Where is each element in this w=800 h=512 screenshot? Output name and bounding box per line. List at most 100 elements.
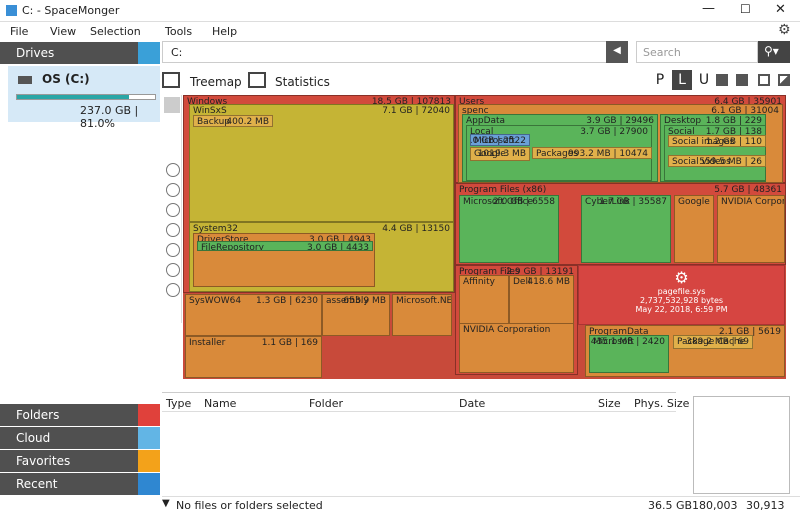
sidebar-section[interactable]: Favorites	[0, 450, 160, 472]
column-header[interactable]: Date	[459, 397, 486, 410]
block-name: Microsoft.NET	[396, 296, 452, 306]
treemap-block[interactable]: FileRepository 3.0 GB | 4433	[197, 241, 373, 251]
treemap-block[interactable]: assembly 653.9 MB	[322, 294, 390, 336]
view-icon[interactable]	[758, 74, 770, 86]
drives-label: Drives	[16, 46, 55, 60]
block-name: Affinity	[463, 277, 495, 287]
treemap-block[interactable]: Microsoft 1.0 GB | 2522	[470, 134, 530, 146]
treemap-block[interactable]: Google 1019.3 MB	[470, 147, 530, 161]
expand-icon[interactable]: ▼	[162, 498, 170, 509]
view-mode[interactable]: L	[672, 70, 692, 90]
statistics-tab[interactable]: Statistics	[275, 75, 330, 89]
block-size: 7.1 GB | 72040	[382, 106, 450, 116]
column-header[interactable]: Name	[204, 397, 237, 410]
view-mode[interactable]: P	[655, 72, 665, 88]
block-name: Program Files	[459, 267, 520, 277]
section-label: Cloud	[16, 431, 51, 445]
treemap-block[interactable]: CyberLink 1.7 GB | 35587	[581, 195, 671, 263]
block-size: 1.0 GB | 2522	[470, 136, 526, 146]
view-icon[interactable]	[736, 74, 748, 86]
menu-item[interactable]: View	[50, 25, 77, 38]
treemap-block[interactable]: NVIDIA Corporation	[459, 323, 574, 373]
sidebar-section[interactable]: Cloud	[0, 427, 160, 449]
treemap-block[interactable]: Microsoft Office 2.0 GB | 6558	[459, 195, 559, 263]
block-name: Package Cache	[677, 337, 746, 347]
block-size: 6.4 GB | 35901	[714, 97, 782, 107]
block-name: Local	[470, 127, 494, 137]
block-name: assembly	[326, 296, 369, 306]
status-message: No files or folders selected	[176, 499, 323, 512]
block-name: SysWOW64	[189, 296, 242, 306]
column-header[interactable]: Type	[166, 397, 192, 410]
column-header[interactable]: Phys. Size	[634, 397, 690, 410]
close[interactable]: ✕	[775, 2, 786, 17]
treemap-block[interactable]: Social images 1.2 GB | 110	[668, 135, 766, 147]
search-button[interactable]: ⚲▾	[758, 41, 790, 63]
back-button[interactable]: ◀	[606, 41, 628, 63]
treemap-block[interactable]: Google	[674, 195, 714, 263]
view-icon[interactable]	[716, 74, 728, 86]
minimize[interactable]: —	[702, 1, 715, 16]
treemap-block[interactable]: Backup 400.2 MB	[193, 115, 273, 127]
block-name: AppData	[466, 116, 506, 126]
drive-item[interactable]: OS (C:) 237.0 GB | 81.0%	[8, 66, 160, 130]
treemap-block[interactable]: Microsoft 435.1 MB | 2420	[589, 335, 669, 373]
menu-item[interactable]: Help	[212, 25, 238, 38]
block-name: FileRepository	[201, 243, 264, 251]
sidebar-section[interactable]: Recent	[0, 473, 160, 495]
treemap-block[interactable]: Social 1.7 GB | 138	[664, 125, 766, 181]
zoom-tool[interactable]	[166, 223, 180, 237]
zoom-tool[interactable]	[166, 203, 180, 217]
pagefile-name: pagefile.sys	[657, 287, 706, 296]
treemap-block[interactable]: NVIDIA Corporation	[717, 195, 785, 263]
menu-item[interactable]: Selection	[90, 25, 141, 38]
menu-item[interactable]: Tools	[165, 25, 193, 38]
path-box[interactable]: C:	[162, 41, 628, 63]
menu-item[interactable]: File	[10, 25, 29, 38]
block-name: Program Files (x86)	[459, 185, 547, 195]
block-size: 2.1 GB | 5619	[719, 327, 781, 337]
block-name: Users	[459, 97, 485, 107]
section-icon	[138, 473, 160, 495]
pagefile-bytes: 2,737,532,928 bytes	[639, 296, 724, 305]
treemap-tab[interactable]: Treemap	[190, 75, 242, 89]
block-name: Microsoft Office	[463, 197, 534, 207]
treemap-block[interactable]: Installer 1.1 GB | 169	[185, 336, 322, 378]
block-name: Google	[678, 197, 710, 207]
treemap-block[interactable]: Package Cache 389.2 MB | 69	[673, 335, 753, 349]
treemap[interactable]: Windows 18.5 GB | 107813 WinSxS 7.1 GB | 72…	[183, 95, 786, 379]
section-label: Folders	[16, 408, 60, 422]
tool-column	[162, 95, 182, 323]
app-icon	[6, 5, 17, 16]
block-size: 435.1 MB | 2420	[590, 337, 665, 347]
zoom-tool[interactable]	[166, 243, 180, 257]
treemap-block[interactable]: Microsoft.NET	[392, 294, 452, 336]
zoom-tool[interactable]	[166, 283, 180, 297]
sidebar-section[interactable]: Folders	[0, 404, 160, 426]
drives-header[interactable]: Drives	[0, 42, 160, 64]
treemap-block[interactable]: Social videos 559.5 MB | 26	[668, 155, 766, 167]
zoom-tool[interactable]	[166, 163, 180, 177]
usage-fill	[17, 95, 129, 99]
zoom-tool[interactable]	[166, 263, 180, 277]
column-header[interactable]: Folder	[309, 397, 343, 410]
maximize[interactable]: ☐	[740, 2, 751, 16]
zoom-tool[interactable]	[166, 183, 180, 197]
settings-icon[interactable]: ⚙	[778, 22, 791, 38]
search-box[interactable]: Search	[636, 41, 758, 63]
treemap-block[interactable]: SysWOW64 1.3 GB | 6230	[185, 294, 322, 336]
treemap-block[interactable]: WinSxS 7.1 GB | 72040	[189, 104, 454, 222]
block-size: 389.2 MB | 69	[686, 337, 749, 347]
block-name: NVIDIA Corporation	[721, 197, 784, 207]
treemap-block[interactable]: Packages 993.2 MB | 10474	[532, 147, 652, 159]
view-icon[interactable]	[778, 74, 790, 86]
view-mode[interactable]: U	[698, 72, 710, 88]
menu-bar: File View Selection Tools Help	[0, 22, 800, 40]
block-size: 18.5 GB | 107813	[371, 97, 451, 107]
pagefile-block[interactable]: ⚙ pagefile.sys 2,737,532,928 bytes May 2…	[578, 265, 785, 325]
select-tool[interactable]	[164, 97, 180, 113]
column-header[interactable]: Size	[598, 397, 621, 410]
block-size: 1.1 GB | 169	[261, 338, 318, 348]
block-name: Microsoft	[593, 337, 634, 347]
